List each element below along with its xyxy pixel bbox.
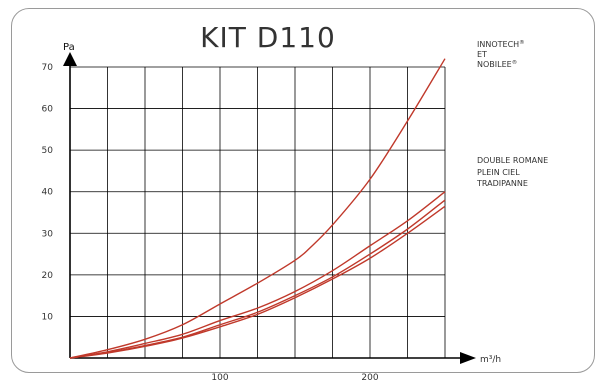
y-axis-arrow: [63, 52, 77, 66]
series-label: NOBILEE®: [477, 59, 517, 69]
series-label: DOUBLE ROMANE: [477, 156, 548, 165]
x-tick-label: 200: [361, 373, 378, 381]
series-line-2: [69, 191, 446, 359]
series-label: ET: [477, 50, 487, 59]
chart-title: KIT D110: [200, 21, 336, 54]
y-tick-label: 50: [42, 146, 54, 156]
series-line-3: [69, 199, 446, 359]
grid: [70, 66, 446, 358]
chart-frame: [11, 8, 595, 373]
y-tick-label: 40: [42, 188, 54, 198]
y-tick-label: 20: [42, 271, 54, 281]
series-label: TRADIPANNE: [476, 179, 528, 188]
y-tick-label: 10: [42, 312, 54, 322]
x-axis-arrow: [460, 352, 476, 364]
series-lines: [69, 58, 446, 359]
registered-mark: ®: [512, 59, 518, 66]
y-tick-label: 70: [42, 63, 54, 73]
series-label: INNOTECH®: [477, 39, 525, 49]
registered-mark: ®: [519, 39, 525, 46]
y-axis-label: Pa: [63, 42, 75, 53]
y-tick-label: 30: [42, 229, 54, 239]
series-line-4: [69, 205, 446, 359]
series-label: PLEIN CIEL: [477, 168, 520, 177]
series-line-1: [69, 58, 446, 359]
x-axis-label: m³/h: [480, 355, 501, 365]
axes: 10 20 30 40 50 60 70 100 200 Pa m³/h: [42, 42, 502, 381]
y-tick-label: 60: [42, 105, 54, 115]
x-tick-label: 100: [211, 373, 228, 381]
